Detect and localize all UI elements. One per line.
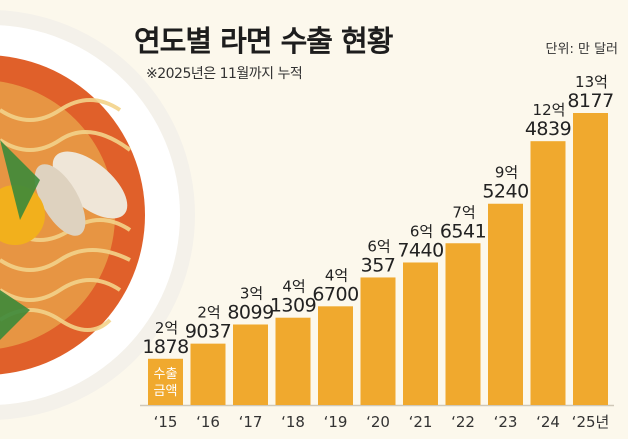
unit-label: 단위: 만 달러 xyxy=(545,42,618,57)
x-tick-label: ‘23 xyxy=(494,413,518,431)
series-label: 금액 xyxy=(154,384,178,399)
data-label-eok: 2억 xyxy=(197,304,220,322)
x-tick-label: ‘19 xyxy=(324,413,348,431)
data-label-eok: 9억 xyxy=(495,164,518,182)
bar xyxy=(360,277,396,405)
x-tick-label: ‘22 xyxy=(451,413,475,431)
x-tick-label: ‘21 xyxy=(409,413,433,431)
data-label-value: 7440 xyxy=(397,239,443,261)
x-tick-label: ‘25년 xyxy=(572,413,610,431)
x-tick-label: ‘24 xyxy=(536,413,560,431)
bar xyxy=(403,262,438,405)
data-label-eok: 3억 xyxy=(240,284,263,302)
data-label-eok: 2억 xyxy=(155,319,178,337)
x-tick-label: ‘18 xyxy=(281,413,305,431)
data-label-value: 357 xyxy=(361,254,396,276)
bar xyxy=(275,317,311,405)
bar xyxy=(190,343,226,405)
data-label-value: 8099 xyxy=(227,301,273,323)
chart-subtitle: ※2025년은 11월까지 누적 xyxy=(146,66,303,82)
x-tick-label: ‘17 xyxy=(239,413,263,431)
data-label-eok: 6억 xyxy=(410,222,433,240)
data-label-value: 5240 xyxy=(482,181,528,203)
bar xyxy=(318,306,353,405)
bar xyxy=(445,243,481,405)
bar xyxy=(530,141,566,405)
chart-title: 연도별 라면 수출 현황 xyxy=(134,24,393,58)
bar xyxy=(148,358,183,405)
data-label-eok: 7억 xyxy=(452,203,475,221)
data-label-eok: 12억 xyxy=(533,101,566,119)
data-label-value: 8177 xyxy=(567,90,613,112)
x-tick-label: ‘16 xyxy=(196,413,220,431)
data-label-eok: 6억 xyxy=(367,237,390,255)
data-label-value: 1878 xyxy=(142,336,188,358)
data-label-eok: 4억 xyxy=(282,278,305,296)
data-label-value: 9037 xyxy=(185,321,231,343)
data-label-value: 6541 xyxy=(440,220,486,242)
bar xyxy=(488,203,523,405)
data-label-value: 4839 xyxy=(525,118,571,140)
x-tick-label: ‘15 xyxy=(154,413,178,431)
bar xyxy=(573,113,608,405)
series-label: 수출 xyxy=(154,367,178,382)
data-label-value: 1309 xyxy=(270,295,316,317)
data-label-eok: 13억 xyxy=(575,73,608,91)
x-tick-label: ‘20 xyxy=(366,413,390,431)
bar xyxy=(233,324,268,405)
data-label-value: 6700 xyxy=(312,283,358,305)
data-label-eok: 4억 xyxy=(325,266,348,284)
